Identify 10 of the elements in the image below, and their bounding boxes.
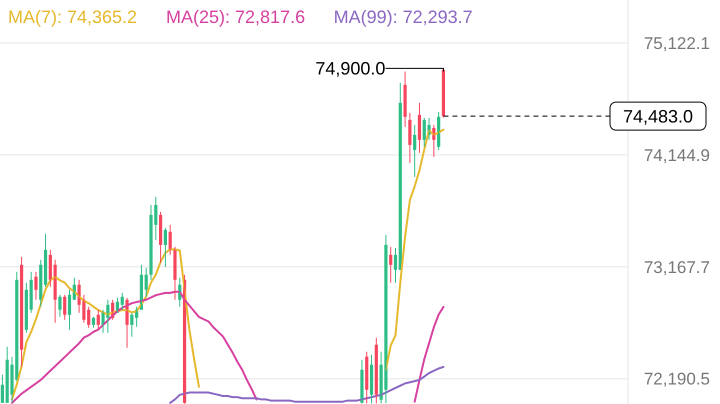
y-tick-label: 73,167.7 (644, 258, 710, 277)
y-tick-label: 75,122.1 (644, 34, 710, 53)
text: MA(7): 74,365.2 (8, 7, 138, 27)
text: MA(25): 72,817.6 (166, 7, 306, 27)
y-tick-label: 72,190.5 (644, 370, 710, 389)
text: MA(99): 72,293.7 (334, 7, 473, 27)
ref-line-label: 74,483.0 (622, 106, 694, 127)
line-series (169, 366, 444, 404)
y-tick-label: 74,144.9 (644, 146, 710, 165)
annotation: 74,900.0 (315, 58, 386, 78)
